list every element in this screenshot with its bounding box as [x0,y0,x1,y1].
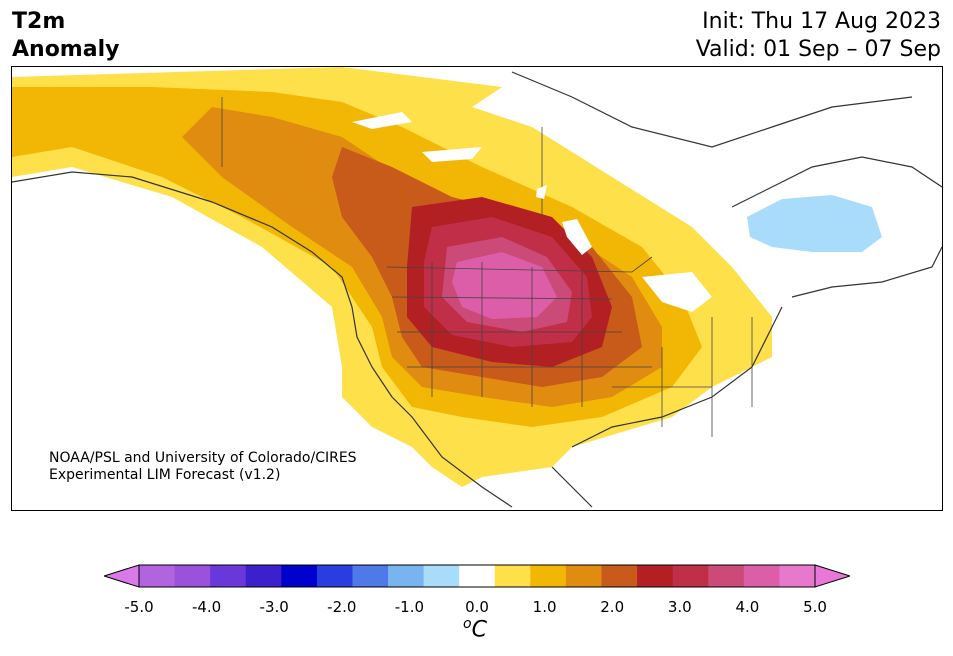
colorbar-tick-label: -2.0 [327,598,357,616]
variable-label: T2m [12,9,66,34]
colorbar [104,564,850,588]
credit-text: NOAA/PSL and University of Colorado/CIRE… [49,450,357,484]
credit-line-2: Experimental LIM Forecast (v1.2) [49,467,281,483]
colorbar-segment [743,565,780,587]
lakes [352,112,712,312]
valid-date: Valid: 01 Sep – 07 Sep [695,37,941,62]
colorbar-segment [281,565,318,587]
colorbar-tick-label: -5.0 [124,598,154,616]
unit-base: C [471,617,487,643]
colorbar-tick-label: -3.0 [259,598,289,616]
contour-neg-1.0 [747,195,882,252]
colorbar-segment [779,565,816,587]
colorbar-tick-label: 0.0 [465,598,489,616]
colorbar-segment [637,565,674,587]
colorbar-segment [174,565,211,587]
colorbar-segment [423,565,460,587]
forecast-dates: Init: Thu 17 Aug 2023 Valid: 01 Sep – 07… [696,8,941,64]
credit-line-1: NOAA/PSL and University of Colorado/CIRE… [49,450,357,466]
colorbar-segment [139,565,176,587]
colorbar-tick-label: 2.0 [600,598,625,616]
colorbar-extend-high [814,564,850,588]
colorbar-segment [494,565,531,587]
colorbar-segment [388,565,425,587]
colorbar-outline [138,564,816,588]
subtitle-label: Anomaly [12,37,120,62]
colorbar-tick-label: 3.0 [667,598,692,616]
colorbar-segment [316,565,353,587]
colorbar-unit: oC [463,616,487,642]
colorbar-tick-label: 5.0 [803,598,827,616]
political-borders [221,97,753,437]
colorbar-segment [708,565,745,587]
map-svg [12,67,942,508]
colorbar-segment [352,565,389,587]
unit-superscript: o [463,616,472,632]
colorbar-segment [565,565,603,587]
colorbar-tick-label: 1.0 [532,598,557,616]
colorbar-segment [601,565,638,587]
colorbar-segments [104,564,850,588]
colorbar-extend-low [104,564,140,588]
colorbar-tick-label: 4.0 [735,598,760,616]
init-date: Init: Thu 17 Aug 2023 [702,9,941,34]
colorbar-segment [459,565,496,587]
colorbar-tick-label: -4.0 [191,598,222,616]
colorbar-segment [245,565,282,587]
colorbar-segment [530,565,567,587]
colorbar-tick-label: -1.0 [394,598,425,616]
anomaly-map [11,66,943,511]
colorbar-segment [210,565,247,587]
colorbar-segment [672,565,709,587]
map-title: T2m Anomaly [12,8,119,64]
